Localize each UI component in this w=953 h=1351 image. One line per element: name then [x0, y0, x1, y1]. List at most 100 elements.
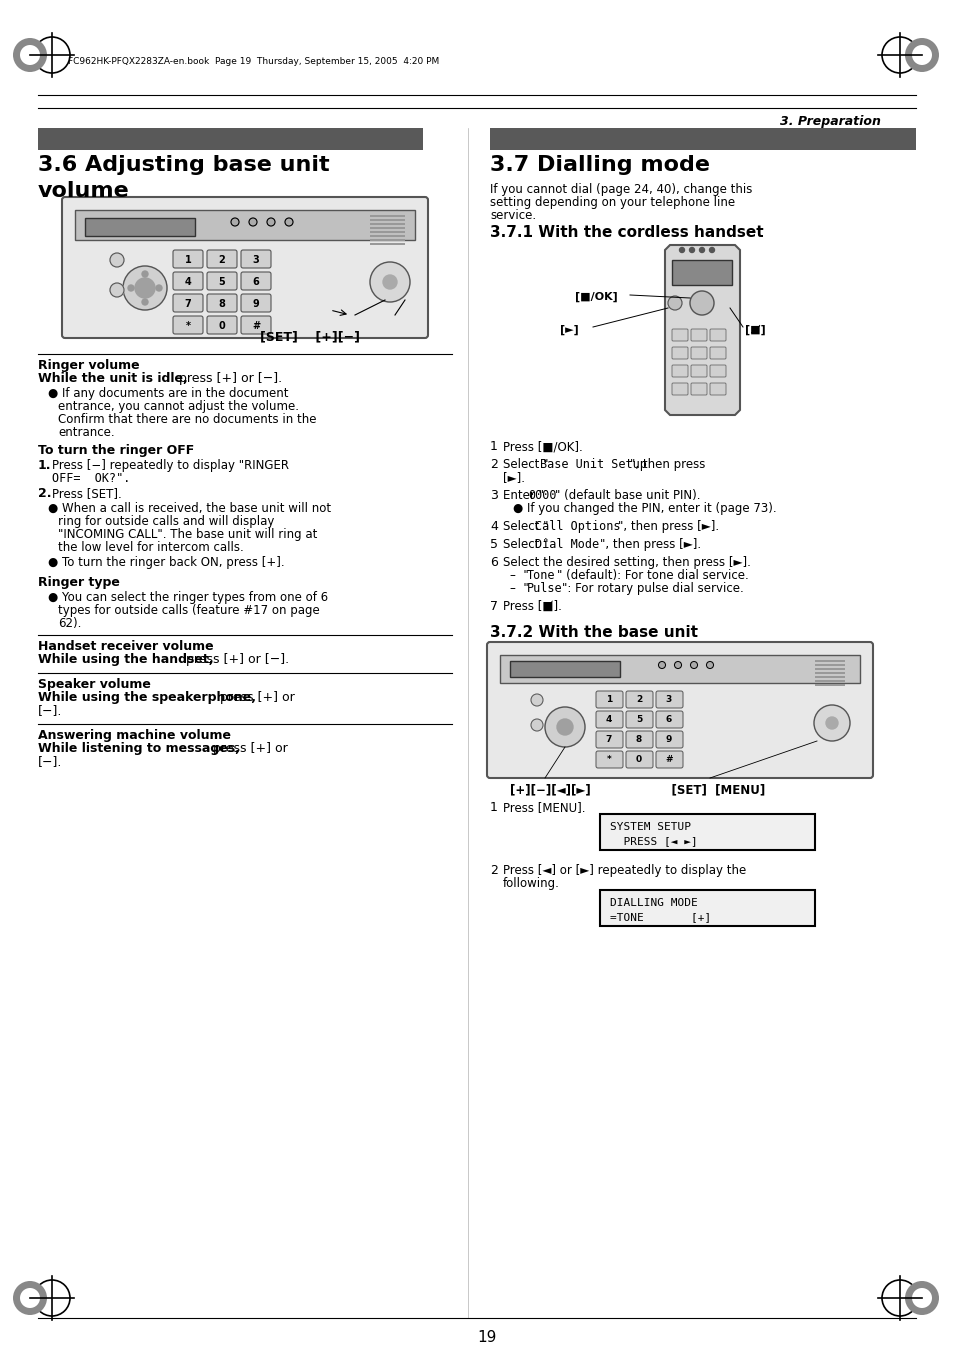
Text: Tone: Tone [526, 569, 555, 582]
Circle shape [123, 266, 167, 309]
FancyBboxPatch shape [671, 382, 687, 394]
Text: 3: 3 [253, 255, 259, 265]
Text: #: # [664, 755, 672, 765]
Text: 3: 3 [490, 489, 497, 503]
Text: ", then press: ", then press [629, 458, 704, 471]
Text: To turn the ringer OFF: To turn the ringer OFF [38, 444, 194, 457]
Text: Press [■/OK].: Press [■/OK]. [502, 440, 582, 453]
Text: Ringer type: Ringer type [38, 576, 120, 589]
Text: ● If any documents are in the document: ● If any documents are in the document [48, 386, 288, 400]
FancyBboxPatch shape [596, 731, 622, 748]
Text: Base Unit Setup: Base Unit Setup [539, 458, 646, 471]
FancyBboxPatch shape [241, 250, 271, 267]
Circle shape [110, 282, 124, 297]
Text: Press [MENU].: Press [MENU]. [502, 801, 585, 815]
Text: Dial Mode: Dial Mode [535, 538, 598, 551]
Text: ring for outside calls and will display: ring for outside calls and will display [58, 515, 274, 528]
Text: [►]: [►] [559, 326, 578, 335]
Text: 4: 4 [490, 520, 497, 534]
FancyBboxPatch shape [656, 690, 682, 708]
Text: 5: 5 [490, 538, 497, 551]
Text: 1.: 1. [38, 459, 51, 471]
FancyBboxPatch shape [207, 272, 236, 290]
Text: following.: following. [502, 877, 559, 890]
Circle shape [689, 290, 713, 315]
Text: –  ": – " [510, 569, 528, 582]
Text: Press [SET].: Press [SET]. [52, 486, 122, 500]
Bar [814, 661, 844, 662]
Circle shape [911, 45, 931, 65]
Text: Select ": Select " [502, 520, 548, 534]
FancyBboxPatch shape [690, 382, 706, 394]
Text: press [+] or: press [+] or [209, 742, 288, 755]
Circle shape [128, 285, 133, 290]
Text: Call Options: Call Options [535, 520, 619, 534]
Text: =TONE       [+]: =TONE [+] [609, 912, 711, 921]
Text: 2: 2 [636, 694, 641, 704]
Text: Confirm that there are no documents in the: Confirm that there are no documents in t… [58, 413, 316, 426]
Circle shape [13, 1281, 47, 1315]
FancyBboxPatch shape [596, 690, 622, 708]
Circle shape [267, 218, 274, 226]
Bar [510, 661, 619, 677]
Text: types for outside calls (feature #17 on page: types for outside calls (feature #17 on … [58, 604, 319, 617]
Text: Press [−] repeatedly to display "RINGER: Press [−] repeatedly to display "RINGER [52, 459, 289, 471]
Circle shape [135, 278, 154, 299]
Circle shape [142, 272, 148, 277]
Bar [671, 259, 731, 285]
Circle shape [813, 705, 849, 740]
Text: 6: 6 [665, 715, 672, 724]
Text: DIALLING MODE: DIALLING MODE [609, 898, 697, 908]
Text: 4: 4 [185, 277, 192, 286]
FancyBboxPatch shape [656, 711, 682, 728]
Bar [490, 128, 915, 150]
Circle shape [911, 1288, 931, 1308]
FancyBboxPatch shape [207, 250, 236, 267]
Text: 8: 8 [636, 735, 641, 744]
Text: ": For rotary pulse dial service.: ": For rotary pulse dial service. [561, 582, 743, 594]
Text: [■̸]: [■̸] [744, 326, 765, 335]
Text: 19: 19 [476, 1329, 496, 1346]
Bar [814, 667, 844, 670]
FancyBboxPatch shape [671, 330, 687, 340]
Text: press [+] or [−].: press [+] or [−]. [182, 653, 289, 666]
Circle shape [679, 247, 684, 253]
Bar [370, 239, 405, 240]
Circle shape [382, 276, 396, 289]
Bar [599, 890, 814, 925]
Text: While the unit is idle,: While the unit is idle, [38, 372, 188, 385]
Text: volume: volume [38, 181, 130, 201]
FancyBboxPatch shape [671, 347, 687, 359]
Text: 3.7.1 With the cordless handset: 3.7.1 With the cordless handset [490, 226, 762, 240]
Text: 2: 2 [218, 255, 225, 265]
Text: While listening to messages,: While listening to messages, [38, 742, 239, 755]
FancyBboxPatch shape [241, 295, 271, 312]
Text: Select ": Select " [502, 458, 548, 471]
Bar [499, 655, 859, 684]
Text: "INCOMING CALL". The base unit will ring at: "INCOMING CALL". The base unit will ring… [58, 528, 317, 540]
Bar [370, 215, 405, 218]
Text: [■/OK]: [■/OK] [575, 292, 618, 303]
FancyBboxPatch shape [709, 365, 725, 377]
Bar [599, 815, 814, 850]
Bar [370, 243, 405, 245]
Bar [814, 680, 844, 682]
Text: 7: 7 [490, 600, 497, 613]
Bar [814, 671, 844, 674]
Text: 8: 8 [218, 299, 225, 309]
Text: *: * [606, 755, 611, 765]
Text: *: * [185, 322, 191, 331]
Circle shape [231, 218, 239, 226]
Text: Speaker volume: Speaker volume [38, 678, 151, 690]
Text: [►].: [►]. [502, 471, 524, 484]
Polygon shape [664, 245, 740, 415]
Text: Press [◄] or [►] repeatedly to display the: Press [◄] or [►] repeatedly to display t… [502, 865, 745, 877]
Circle shape [690, 662, 697, 669]
Text: Press [■̸].: Press [■̸]. [502, 600, 561, 613]
Text: ● To turn the ringer back ON, press [+].: ● To turn the ringer back ON, press [+]. [48, 557, 284, 569]
Text: press [+] or: press [+] or [215, 690, 294, 704]
Text: While using the handset,: While using the handset, [38, 653, 213, 666]
Text: 3. Preparation: 3. Preparation [780, 115, 880, 128]
Text: –  ": – " [510, 582, 528, 594]
Text: press [+] or [−].: press [+] or [−]. [174, 372, 282, 385]
